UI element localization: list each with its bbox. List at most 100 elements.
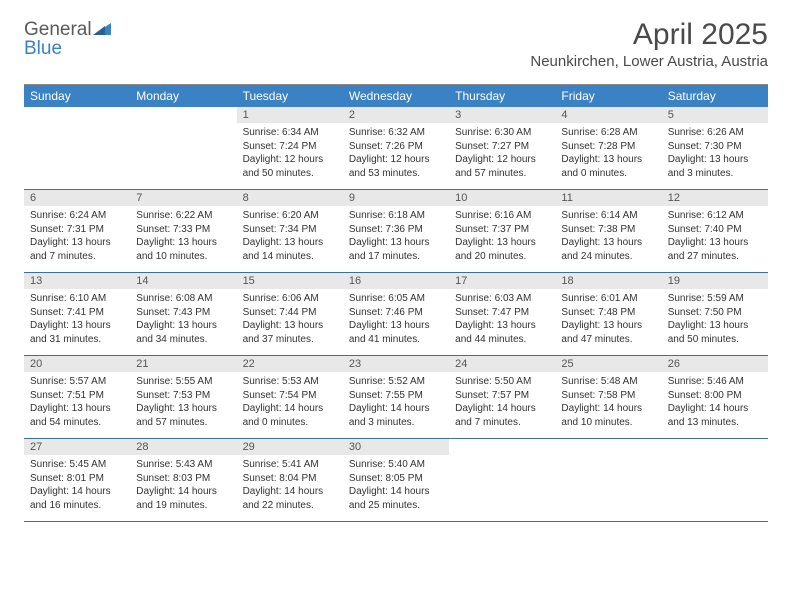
day-body: Sunrise: 6:12 AMSunset: 7:40 PMDaylight:… xyxy=(662,209,768,263)
day-number: 21 xyxy=(130,356,236,372)
sunset-text: Sunset: 7:46 PM xyxy=(349,306,443,320)
day-cell: 16Sunrise: 6:05 AMSunset: 7:46 PMDayligh… xyxy=(343,273,449,355)
sunset-text: Sunset: 7:43 PM xyxy=(136,306,230,320)
daylight-text: Daylight: 13 hours and 54 minutes. xyxy=(30,402,124,429)
sunrise-text: Sunrise: 5:50 AM xyxy=(455,375,549,389)
day-number: 11 xyxy=(555,190,661,206)
daylight-text: Daylight: 13 hours and 41 minutes. xyxy=(349,319,443,346)
sunrise-text: Sunrise: 6:28 AM xyxy=(561,126,655,140)
week-row: 1Sunrise: 6:34 AMSunset: 7:24 PMDaylight… xyxy=(24,107,768,190)
sunrise-text: Sunrise: 6:30 AM xyxy=(455,126,549,140)
daylight-text: Daylight: 14 hours and 13 minutes. xyxy=(668,402,762,429)
sunset-text: Sunset: 7:40 PM xyxy=(668,223,762,237)
day-header: Tuesday xyxy=(237,85,343,107)
sunset-text: Sunset: 7:54 PM xyxy=(243,389,337,403)
day-body: Sunrise: 6:06 AMSunset: 7:44 PMDaylight:… xyxy=(237,292,343,346)
week-row: 6Sunrise: 6:24 AMSunset: 7:31 PMDaylight… xyxy=(24,190,768,273)
day-body: Sunrise: 5:55 AMSunset: 7:53 PMDaylight:… xyxy=(130,375,236,429)
day-number: 26 xyxy=(662,356,768,372)
sunrise-text: Sunrise: 6:08 AM xyxy=(136,292,230,306)
logo-triangle-icon xyxy=(93,20,111,32)
day-cell: 2Sunrise: 6:32 AMSunset: 7:26 PMDaylight… xyxy=(343,107,449,189)
sunset-text: Sunset: 7:44 PM xyxy=(243,306,337,320)
day-number: 20 xyxy=(24,356,130,372)
daylight-text: Daylight: 13 hours and 31 minutes. xyxy=(30,319,124,346)
day-body: Sunrise: 6:01 AMSunset: 7:48 PMDaylight:… xyxy=(555,292,661,346)
sunset-text: Sunset: 7:30 PM xyxy=(668,140,762,154)
day-cell: 8Sunrise: 6:20 AMSunset: 7:34 PMDaylight… xyxy=(237,190,343,272)
day-cell: 10Sunrise: 6:16 AMSunset: 7:37 PMDayligh… xyxy=(449,190,555,272)
weeks-container: 1Sunrise: 6:34 AMSunset: 7:24 PMDaylight… xyxy=(24,107,768,522)
day-body: Sunrise: 6:10 AMSunset: 7:41 PMDaylight:… xyxy=(24,292,130,346)
day-body: Sunrise: 5:52 AMSunset: 7:55 PMDaylight:… xyxy=(343,375,449,429)
day-cell: 20Sunrise: 5:57 AMSunset: 7:51 PMDayligh… xyxy=(24,356,130,438)
daylight-text: Daylight: 14 hours and 25 minutes. xyxy=(349,485,443,512)
daylight-text: Daylight: 13 hours and 3 minutes. xyxy=(668,153,762,180)
day-cell xyxy=(555,439,661,521)
day-cell: 12 Sunrise: 6:12 AMSunset: 7:40 PMDayligh… xyxy=(662,190,768,272)
day-number: 8 xyxy=(237,190,343,206)
day-cell: 25Sunrise: 5:48 AMSunset: 7:58 PMDayligh… xyxy=(555,356,661,438)
day-cell xyxy=(24,107,130,189)
day-body: Sunrise: 6:08 AMSunset: 7:43 PMDaylight:… xyxy=(130,292,236,346)
day-cell: 17Sunrise: 6:03 AMSunset: 7:47 PMDayligh… xyxy=(449,273,555,355)
sunrise-text: Sunrise: 5:41 AM xyxy=(243,458,337,472)
sunrise-text: Sunrise: 5:57 AM xyxy=(30,375,124,389)
day-cell: 28Sunrise: 5:43 AMSunset: 8:03 PMDayligh… xyxy=(130,439,236,521)
day-number: 29 xyxy=(237,439,343,455)
sunset-text: Sunset: 7:57 PM xyxy=(455,389,549,403)
logo: General Blue xyxy=(24,18,111,58)
day-number: 18 xyxy=(555,273,661,289)
sunset-text: Sunset: 7:34 PM xyxy=(243,223,337,237)
daylight-text: Daylight: 14 hours and 22 minutes. xyxy=(243,485,337,512)
month-title: April 2025 xyxy=(530,18,768,51)
day-cell: 5Sunrise: 6:26 AMSunset: 7:30 PMDaylight… xyxy=(662,107,768,189)
daylight-text: Daylight: 13 hours and 34 minutes. xyxy=(136,319,230,346)
sunrise-text: Sunrise: 5:46 AM xyxy=(668,375,762,389)
day-body: Sunrise: 5:46 AMSunset: 8:00 PMDaylight:… xyxy=(662,375,768,429)
day-cell: 15 Sunrise: 6:06 AMSunset: 7:44 PMDayligh… xyxy=(237,273,343,355)
day-number: 14 xyxy=(130,273,236,289)
daylight-text: Daylight: 14 hours and 3 minutes. xyxy=(349,402,443,429)
sunrise-text: Sunrise: 6:34 AM xyxy=(243,126,337,140)
day-body: Sunrise: 6:30 AMSunset: 7:27 PMDaylight:… xyxy=(449,126,555,180)
day-cell: 1Sunrise: 6:34 AMSunset: 7:24 PMDaylight… xyxy=(237,107,343,189)
day-cell: 11Sunrise: 6:14 AMSunset: 7:38 PMDayligh… xyxy=(555,190,661,272)
daylight-text: Daylight: 14 hours and 0 minutes. xyxy=(243,402,337,429)
day-cell: 30Sunrise: 5:40 AMSunset: 8:05 PMDayligh… xyxy=(343,439,449,521)
calendar: Sunday Monday Tuesday Wednesday Thursday… xyxy=(24,84,768,522)
logo-text-blue: Blue xyxy=(24,38,62,59)
sunrise-text: Sunrise: 6:14 AM xyxy=(561,209,655,223)
day-number: 28 xyxy=(130,439,236,455)
day-number: 15 xyxy=(237,273,343,289)
day-number: 16 xyxy=(343,273,449,289)
day-body: Sunrise: 5:50 AMSunset: 7:57 PMDaylight:… xyxy=(449,375,555,429)
daylight-text: Daylight: 13 hours and 0 minutes. xyxy=(561,153,655,180)
daylight-text: Daylight: 12 hours and 53 minutes. xyxy=(349,153,443,180)
sunrise-text: Sunrise: 5:45 AM xyxy=(30,458,124,472)
sunrise-text: Sunrise: 6:26 AM xyxy=(668,126,762,140)
day-cell: 24Sunrise: 5:50 AMSunset: 7:57 PMDayligh… xyxy=(449,356,555,438)
logo-text-dark: General xyxy=(24,19,92,40)
sunrise-text: Sunrise: 6:16 AM xyxy=(455,209,549,223)
sunrise-text: Sunrise: 6:12 AM xyxy=(668,209,762,223)
sunrise-text: Sunrise: 5:53 AM xyxy=(243,375,337,389)
daylight-text: Daylight: 13 hours and 20 minutes. xyxy=(455,236,549,263)
sunset-text: Sunset: 8:00 PM xyxy=(668,389,762,403)
location-subtitle: Neunkirchen, Lower Austria, Austria xyxy=(530,53,768,70)
day-cell: 21 Sunrise: 5:55 AMSunset: 7:53 PMDayligh… xyxy=(130,356,236,438)
sunrise-text: Sunrise: 6:18 AM xyxy=(349,209,443,223)
sunset-text: Sunset: 7:36 PM xyxy=(349,223,443,237)
day-number: 19 xyxy=(662,273,768,289)
day-body: Sunrise: 5:59 AMSunset: 7:50 PMDaylight:… xyxy=(662,292,768,346)
sunset-text: Sunset: 7:24 PM xyxy=(243,140,337,154)
sunset-text: Sunset: 7:37 PM xyxy=(455,223,549,237)
daylight-text: Daylight: 13 hours and 47 minutes. xyxy=(561,319,655,346)
day-number: 12 xyxy=(662,190,768,206)
day-cell xyxy=(130,107,236,189)
sunset-text: Sunset: 7:38 PM xyxy=(561,223,655,237)
day-cell: 29Sunrise: 5:41 AMSunset: 8:04 PMDayligh… xyxy=(237,439,343,521)
sunset-text: Sunset: 8:01 PM xyxy=(30,472,124,486)
day-number: 9 xyxy=(343,190,449,206)
day-header: Wednesday xyxy=(343,85,449,107)
